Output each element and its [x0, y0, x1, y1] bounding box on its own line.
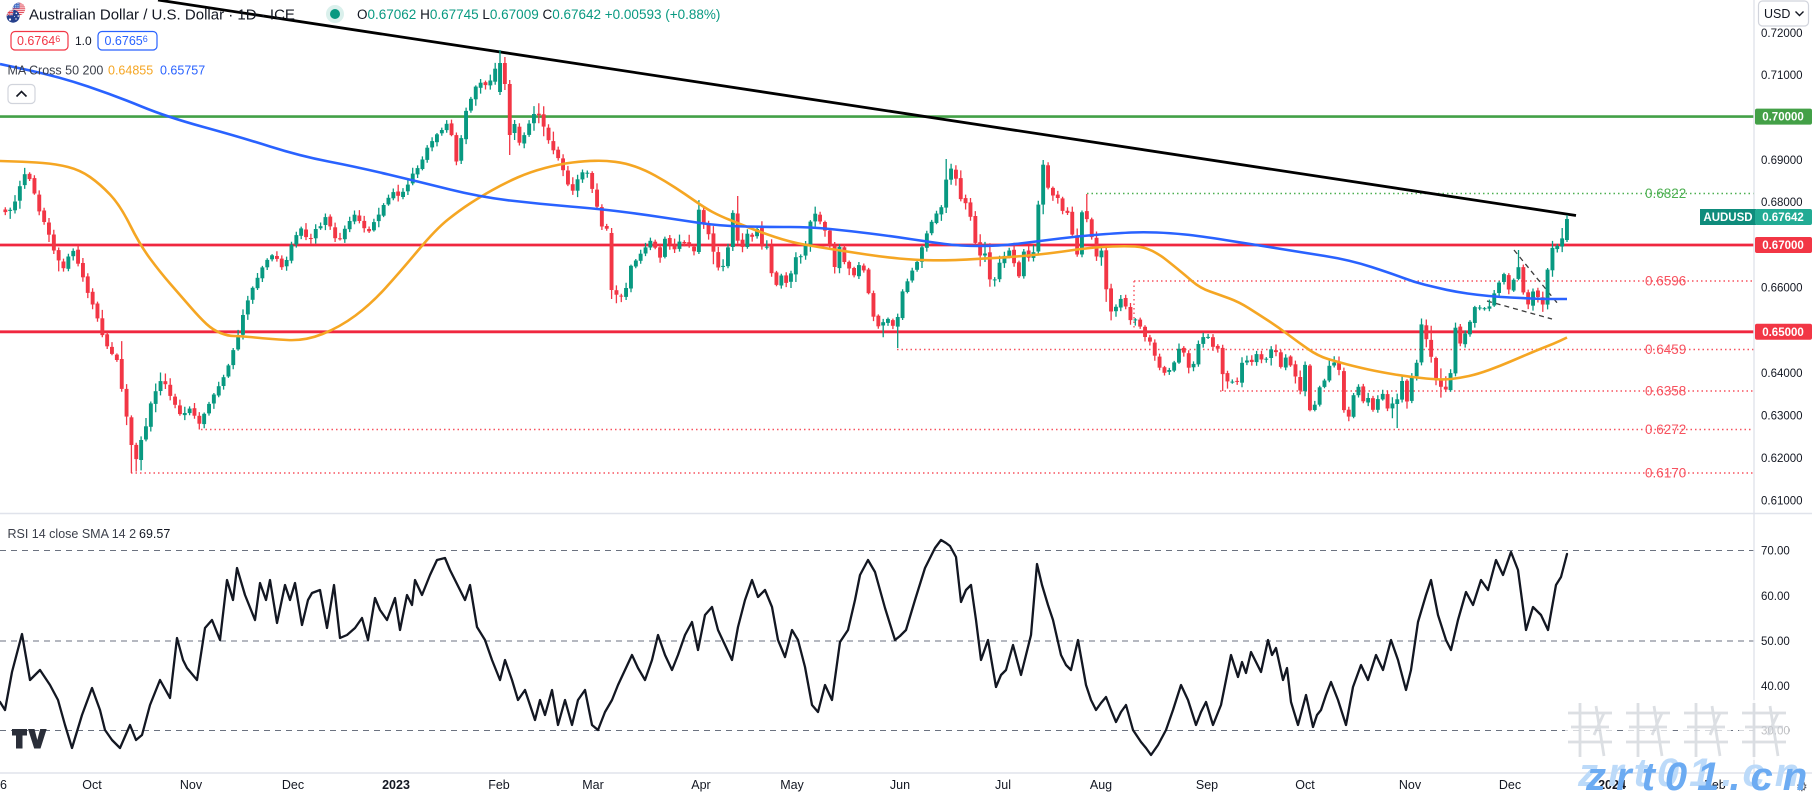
- svg-text:0.67656: 0.67656: [105, 34, 148, 48]
- svg-text:O0.67062 H0.67745 L0.67009 C0.: O0.67062 H0.67745 L0.67009 C0.67642 +0.0…: [357, 7, 720, 22]
- svg-text:Nov: Nov: [180, 778, 203, 792]
- svg-text:Australian Dollar / U.S. Dolla: Australian Dollar / U.S. Dollar · 1D · I…: [29, 7, 295, 24]
- svg-text:2024: 2024: [1598, 778, 1626, 792]
- svg-text:USD: USD: [1764, 7, 1790, 21]
- svg-text:Feb: Feb: [1704, 778, 1726, 792]
- svg-text:0.64855: 0.64855: [108, 64, 153, 78]
- svg-text:0.63000: 0.63000: [1761, 411, 1803, 423]
- svg-text:0.65000: 0.65000: [1762, 327, 1804, 339]
- svg-text:Sep: Sep: [1196, 778, 1218, 792]
- svg-text:0.6358: 0.6358: [1645, 384, 1686, 399]
- svg-text:0.67000: 0.67000: [1762, 240, 1804, 252]
- svg-text:AUDUSD: AUDUSD: [1703, 212, 1752, 224]
- svg-text:2023: 2023: [382, 778, 410, 792]
- svg-text:Oct: Oct: [1295, 778, 1315, 792]
- svg-text:0.68000: 0.68000: [1761, 197, 1803, 209]
- svg-text:zrt01.cn: zrt01.cn: [1577, 751, 1809, 795]
- svg-text:0.71000: 0.71000: [1761, 70, 1803, 82]
- svg-text:0.6596: 0.6596: [1645, 274, 1686, 289]
- svg-text:Mar: Mar: [582, 778, 604, 792]
- svg-text:0.62000: 0.62000: [1761, 453, 1803, 465]
- svg-text:Jun: Jun: [890, 778, 910, 792]
- svg-text:0.6170: 0.6170: [1645, 466, 1686, 481]
- svg-text:40.00: 40.00: [1761, 681, 1790, 693]
- svg-text:0.64000: 0.64000: [1761, 368, 1803, 380]
- svg-text:16: 16: [0, 778, 7, 792]
- svg-text:⚙: ⚙: [1796, 779, 1808, 794]
- svg-text:zrt01.cn: zrt01.cn: [1585, 755, 1812, 795]
- svg-text:0.67646: 0.67646: [17, 34, 60, 48]
- svg-text:Apr: Apr: [691, 778, 710, 792]
- svg-text:0.69000: 0.69000: [1761, 155, 1803, 167]
- svg-text:May: May: [780, 778, 804, 792]
- svg-text:Jul: Jul: [995, 778, 1011, 792]
- svg-text:Nov: Nov: [1399, 778, 1422, 792]
- svg-text:70.00: 70.00: [1761, 546, 1790, 558]
- svg-text:RSI 14 close SMA 14 2: RSI 14 close SMA 14 2: [8, 527, 137, 541]
- svg-text:50.00: 50.00: [1761, 636, 1790, 648]
- svg-text:0.6822: 0.6822: [1645, 186, 1686, 201]
- svg-text:Feb: Feb: [488, 778, 510, 792]
- svg-text:0.72000: 0.72000: [1761, 28, 1803, 40]
- svg-text:0.6459: 0.6459: [1645, 342, 1686, 357]
- svg-text:0.61000: 0.61000: [1761, 496, 1803, 508]
- svg-text:Oct: Oct: [82, 778, 102, 792]
- svg-text:0.67642: 0.67642: [1762, 212, 1804, 224]
- svg-text:0.6272: 0.6272: [1645, 422, 1686, 437]
- svg-text:MA Cross 50 200: MA Cross 50 200: [8, 64, 104, 78]
- svg-text:Aug: Aug: [1090, 778, 1112, 792]
- svg-text:Dec: Dec: [1499, 778, 1521, 792]
- svg-text:0.66000: 0.66000: [1761, 283, 1803, 295]
- svg-text:1.0: 1.0: [75, 34, 92, 48]
- svg-text:69.57: 69.57: [139, 527, 170, 541]
- svg-text:0.70000: 0.70000: [1762, 112, 1804, 124]
- svg-text:Dec: Dec: [282, 778, 304, 792]
- svg-text:60.00: 60.00: [1761, 591, 1790, 603]
- svg-text:0.65757: 0.65757: [160, 64, 205, 78]
